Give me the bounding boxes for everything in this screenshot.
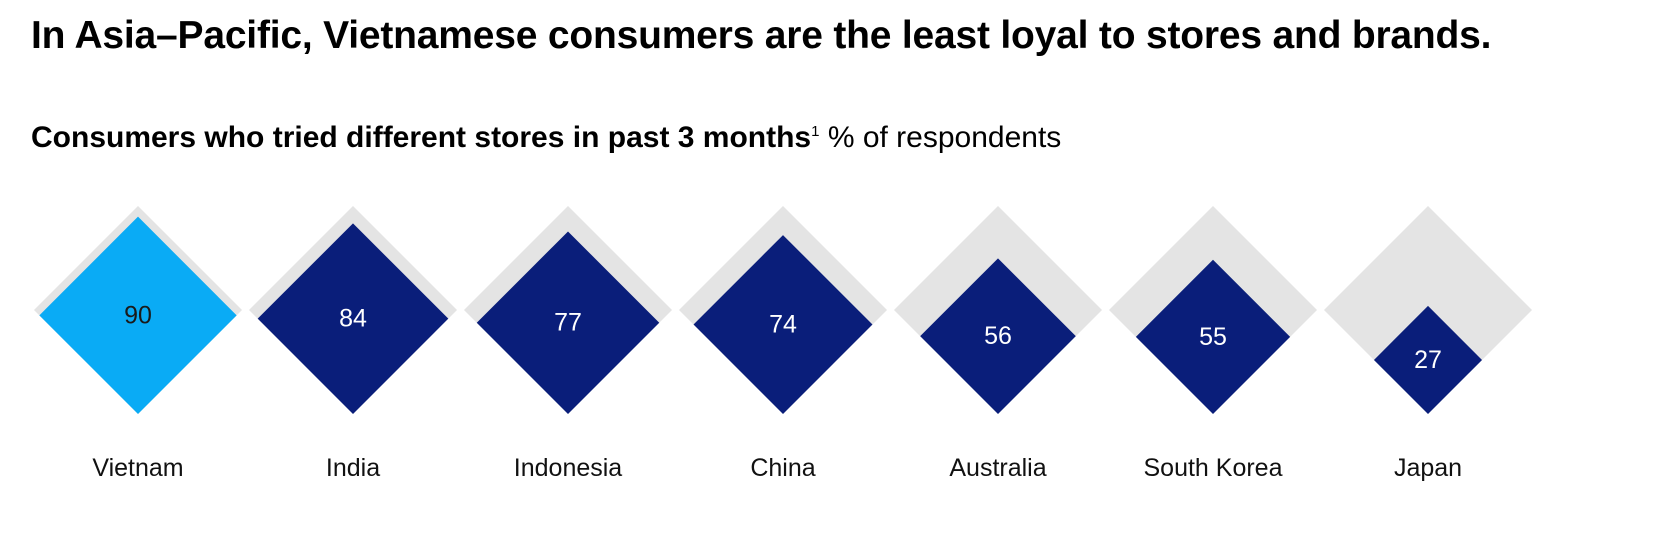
subtitle-unit: % of respondents (827, 121, 1062, 154)
diamond-value-mark (920, 258, 1076, 414)
category-label: Australia (949, 454, 1046, 482)
value-label: 90 (124, 301, 152, 329)
category-label: Indonesia (514, 454, 623, 482)
diamond-value-mark (476, 231, 660, 414)
diamond-value-mark (1373, 305, 1483, 414)
value-label: 56 (984, 322, 1012, 350)
value-label: 74 (769, 311, 797, 339)
diamond-value-mark (39, 216, 237, 414)
footnote-marker: 1 (811, 123, 820, 140)
category-label: Vietnam (92, 454, 183, 482)
value-label: 27 (1414, 346, 1442, 374)
chart-subtitle: Consumers who tried different stores in … (31, 118, 1061, 158)
diamond-value-mark (1135, 259, 1291, 414)
category-label: South Korea (1144, 454, 1283, 482)
category-label: Japan (1394, 454, 1462, 482)
subtitle-main: Consumers who tried different stores in … (31, 121, 812, 154)
category-label: China (750, 454, 815, 482)
chart-title: In Asia–Pacific, Vietnamese consumers ar… (31, 14, 1492, 57)
diamond-value-mark (693, 235, 873, 414)
diamond-value-mark (257, 223, 449, 414)
value-label: 77 (554, 309, 582, 337)
value-label: 55 (1199, 323, 1227, 351)
category-label: India (326, 454, 380, 482)
value-label: 84 (339, 305, 367, 333)
diamond-chart: 90 Vietnam 84 India 77 Indonesia 74 China 56 Aust… (34, 206, 1532, 482)
